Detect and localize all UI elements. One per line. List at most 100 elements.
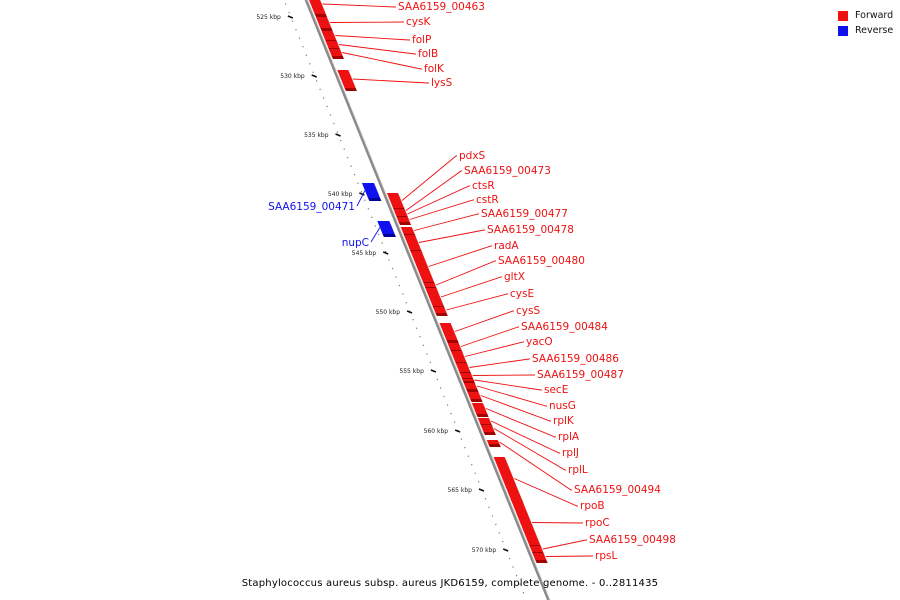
forward-gene-gltx-side: [436, 288, 446, 309]
forward-gene-rpsl-side: [543, 553, 548, 563]
forward-gene-label-folk: folK: [424, 63, 445, 75]
forward-gene-leader-nusg: [476, 385, 547, 407]
scale-tick-label: 565 kbp: [448, 487, 473, 494]
scale-tick: [454, 429, 461, 433]
forward-gene-leader-saa6159-00478: [418, 229, 485, 243]
forward-gene-leader-rplj: [490, 420, 560, 454]
forward-gene-label-gltx: gltX: [504, 271, 525, 283]
forward-gene-saa6159-00487-side: [470, 373, 475, 381]
forward-gene-label-pdxs: pdxS: [459, 150, 486, 162]
forward-gene-leader-saa6159-00494: [499, 441, 572, 491]
forward-gene-label-saa6159-00463: SAA6159_00463: [398, 1, 485, 13]
forward-gene-label-cstr: cstR: [476, 194, 499, 206]
scale-tick: [430, 369, 437, 373]
forward-gene-saa6159-00478-side: [414, 235, 423, 253]
forward-gene-folk-face: [328, 49, 343, 56]
forward-gene-leader-saa6159-00473: [405, 170, 462, 211]
reverse-gene-nupc-side: [389, 221, 396, 237]
scale-tick: [478, 488, 485, 492]
forward-gene-leader-folb: [338, 44, 416, 55]
forward-gene-label-rpob: rpoB: [580, 500, 605, 512]
forward-gene-leader-rplk: [480, 395, 551, 422]
forward-gene-nusg-bottom: [466, 389, 479, 392]
forward-gene-saa6159-00494-bottom: [488, 444, 501, 447]
scale-tick: [287, 15, 294, 19]
forward-gene-label-rpll: rplL: [568, 464, 588, 476]
forward-gene-leader-pdxs: [401, 155, 457, 201]
scale-tick: [406, 310, 413, 314]
scale-tick: [382, 251, 389, 255]
forward-gene-lyss-side: [348, 70, 357, 91]
scale-tick: [359, 192, 365, 196]
genome-caption: Staphylococcus aureus subsp. aureus JKD6…: [241, 578, 659, 589]
forward-gene-saa6159-00463-bottom: [314, 14, 328, 17]
forward-gene-saa6159-00473-face: [393, 209, 406, 212]
forward-gene-nusg: [463, 383, 479, 392]
forward-gene-cysk-face: [315, 17, 332, 28]
forward-gene-label-rpsl: rpsL: [595, 550, 617, 562]
forward-gene-rpob-face: [493, 457, 522, 500]
forward-gene-cstr: [396, 217, 412, 225]
reverse-swatch-icon: [838, 25, 848, 36]
forward-gene-label-saa6159-00486: SAA6159_00486: [532, 353, 619, 365]
forward-gene-saa6159-00498-face: [529, 546, 544, 552]
scale-tick: [335, 133, 341, 137]
forward-gene-lyss-face: [337, 70, 356, 88]
forward-gene-leader-saa6159-00477: [414, 213, 479, 231]
forward-gene-saa6159-00463-face: [308, 0, 326, 14]
forward-gene-leader-rada: [428, 245, 492, 267]
forward-gene-label-saa6159-00480: SAA6159_00480: [498, 255, 585, 267]
forward-gene-leader-rpob: [514, 478, 578, 507]
forward-gene-leader-yaco: [464, 341, 524, 357]
forward-gene-label-nusg: nusG: [549, 400, 576, 412]
forward-gene-leader-gltx: [440, 276, 502, 298]
forward-gene-sece-face: [462, 379, 474, 381]
forward-gene-folb-face: [325, 41, 340, 48]
forward-gene-cyss-bottom: [446, 340, 459, 343]
forward-gene-label-saa6159-00473: SAA6159_00473: [464, 165, 551, 177]
forward-gene-rpsl-bottom: [535, 560, 548, 563]
forward-gene-leader-saa6159-00498: [542, 539, 587, 550]
forward-gene-cstr-bottom: [398, 222, 412, 225]
forward-gene-saa6159-00477-face: [400, 227, 415, 234]
forward-swatch-icon: [838, 10, 848, 21]
forward-gene-rplk-bottom: [470, 399, 483, 402]
forward-gene-nusg-side: [474, 383, 479, 392]
forward-gene-label-ctsr: ctsR: [472, 180, 495, 192]
forward-gene-rpsl-face: [532, 553, 547, 560]
forward-gene-cyss-face: [439, 323, 458, 340]
reverse-gene-saa6159-00471-side: [373, 183, 382, 201]
forward-gene-leader-saa6159-00463: [322, 3, 396, 8]
legend-reverse[interactable]: Reverse: [838, 23, 893, 38]
forward-gene-label-saa6159-00494: SAA6159_00494: [574, 484, 661, 496]
forward-gene-rplj-face: [477, 418, 492, 424]
forward-gene-label-saa6159-00477: SAA6159_00477: [481, 208, 568, 220]
forward-gene-cysk-bottom: [320, 28, 333, 31]
forward-gene-cysk-side: [326, 17, 333, 31]
forward-gene-rada-face: [410, 251, 434, 282]
forward-gene-saa6159-00463: [308, 0, 328, 17]
forward-gene-lyss-bottom: [344, 88, 357, 91]
scale-tick-label: 560 kbp: [424, 428, 449, 435]
forward-gene-folb-side: [336, 41, 341, 51]
scale-tick-label: 570 kbp: [472, 547, 497, 554]
forward-gene-leader-folk: [342, 52, 422, 70]
forward-gene-rpla: [471, 403, 489, 417]
legend-forward[interactable]: Forward: [838, 8, 893, 23]
forward-gene-label-folb: folB: [418, 48, 438, 60]
forward-gene-saa6159-00480-side: [434, 283, 438, 290]
forward-gene-leader-cstr: [409, 199, 474, 220]
forward-gene-saa6159-00494: [486, 440, 501, 447]
forward-gene-leader-saa6159-00486: [469, 358, 530, 368]
forward-gene-rpoc-face: [511, 500, 541, 545]
forward-gene-rpob: [493, 457, 524, 503]
forward-gene-leader-lyss: [352, 78, 429, 84]
forward-gene-cstr-face: [396, 217, 410, 222]
forward-gene-leader-rpoc: [532, 522, 583, 524]
forward-gene-rpll-side: [491, 425, 496, 435]
reverse-gene-label-saa6159-00471: SAA6159_00471: [268, 201, 355, 213]
forward-gene-gltx-face: [425, 288, 444, 306]
forward-gene-saa6159-00484-face: [447, 343, 462, 350]
forward-gene-pdxs-face: [386, 193, 405, 208]
